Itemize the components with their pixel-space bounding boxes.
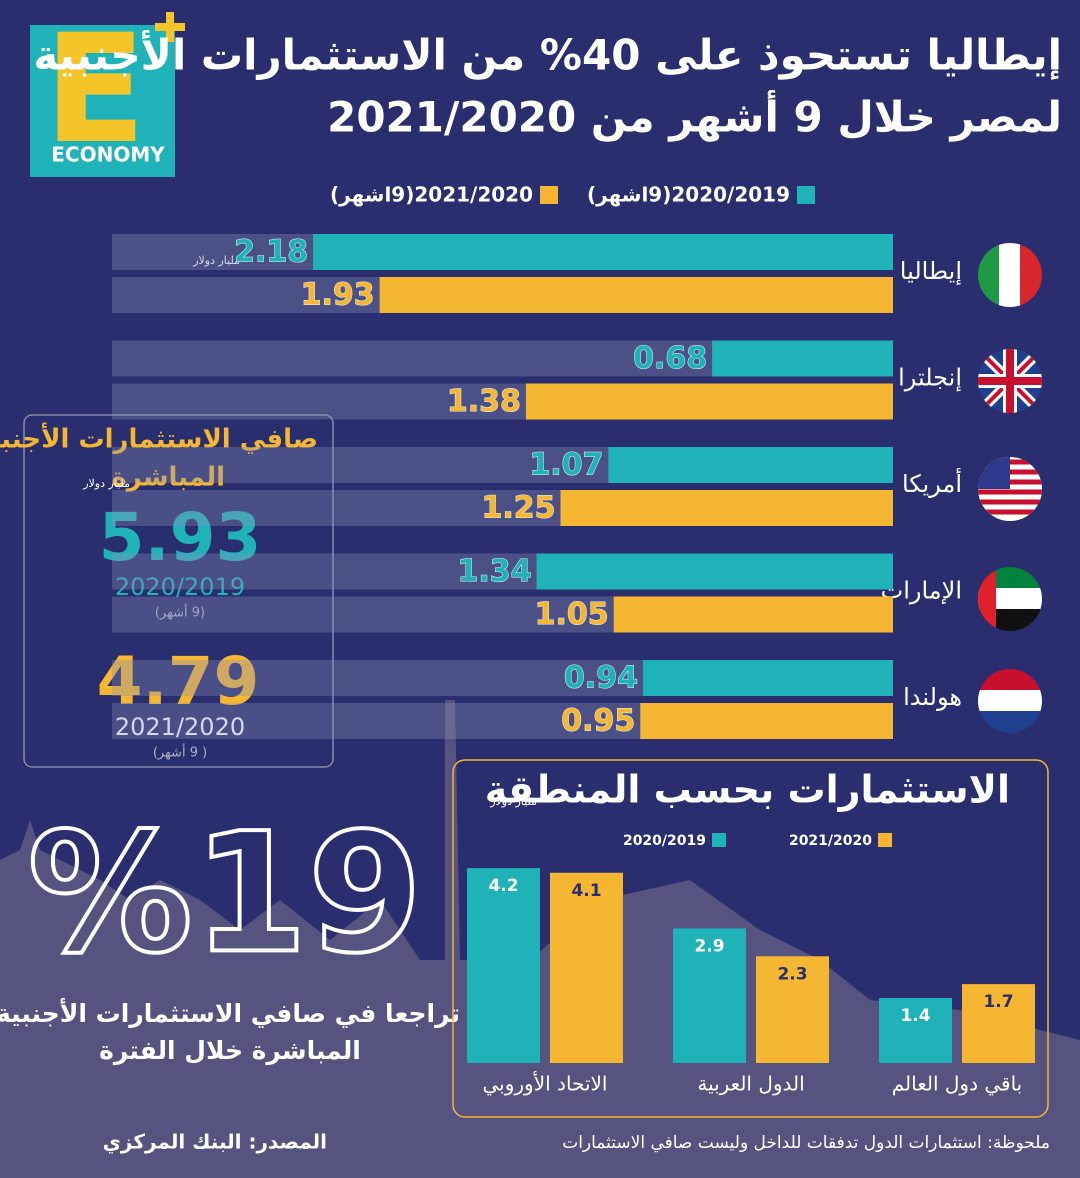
- flag-netherlands: [978, 669, 1042, 733]
- logo-name: ECONOMY: [51, 143, 165, 167]
- flags: [978, 243, 1042, 733]
- summary-box: [23, 414, 334, 768]
- bar: [467, 868, 540, 1063]
- flag-uae: [978, 567, 1042, 631]
- title: لمصر خلال 9 أشهر من 2021/2020: [327, 90, 1062, 143]
- category-label: باقي دول العالم: [892, 1072, 1023, 1097]
- value-label: 1.7: [983, 992, 1013, 1012]
- bar: [608, 447, 893, 483]
- summary-note: (9 أشهر): [155, 604, 205, 621]
- logo-box: [30, 25, 175, 177]
- value-label: 1.05: [535, 597, 609, 632]
- value-label: 1.4: [900, 1006, 930, 1026]
- value-label: 2.18: [234, 235, 308, 270]
- legend-swatch: [540, 186, 558, 204]
- flag-italy: [978, 243, 1042, 307]
- source: المصدر: البنك المركزي: [103, 1130, 327, 1155]
- bar: [879, 998, 952, 1063]
- value-label: 1.93: [301, 278, 375, 313]
- logo: E ECONOMY: [30, 3, 185, 177]
- flag-usa: [978, 457, 1042, 521]
- bar: [712, 340, 893, 377]
- bar: [673, 928, 746, 1063]
- bar: [550, 872, 623, 1063]
- value-label: 0.94: [564, 661, 638, 696]
- value-label: 1.34: [458, 554, 532, 589]
- value-label: 0.95: [561, 704, 635, 739]
- bar: [756, 956, 829, 1063]
- value-label: 1.25: [481, 491, 555, 526]
- value-label: 4.2: [488, 876, 518, 896]
- category-label: الإمارات: [881, 577, 962, 605]
- summary-period: 2020/2019: [115, 573, 245, 601]
- legend-label: 2020/2019: [623, 833, 706, 849]
- decline-text: تراجعا في صافي الاستثمارات الأجنبية: [0, 998, 460, 1029]
- bar: [379, 277, 893, 313]
- legend-label: 2021/2020(9اشهر): [330, 183, 533, 207]
- legend-swatch: [712, 833, 726, 847]
- region-title: الاستثمارات بحسب المنطقة: [485, 768, 1010, 812]
- summary-value: 4.79: [97, 643, 260, 720]
- bar: [642, 660, 893, 696]
- value-label: 0.68: [633, 341, 707, 376]
- region-panel: [452, 759, 1049, 1118]
- logo-letter: E: [44, 3, 146, 177]
- bar: [640, 703, 893, 739]
- decline-figure: %19: [28, 797, 423, 989]
- flag-uk: [978, 349, 1042, 413]
- summary-unit: مليار دولار: [82, 477, 130, 490]
- value-label: 1.07: [529, 448, 603, 483]
- category-label: أمريكا: [902, 468, 962, 498]
- summary-title: المباشرة: [111, 463, 225, 493]
- legend-swatch: [878, 833, 892, 847]
- bar: [525, 383, 893, 420]
- summary-period: 2021/2020: [115, 713, 245, 741]
- region-unit: مليار دولار: [489, 795, 537, 808]
- bar: [313, 234, 893, 270]
- category-label: الدول العربية: [697, 1072, 804, 1096]
- legend-label: 2020/2019(9اشهر): [587, 183, 790, 207]
- bar: [613, 596, 893, 633]
- bar: [560, 490, 893, 526]
- legend-label: 2021/2020: [789, 833, 872, 849]
- footnote: ملحوظة: استثمارات الدول تدفقات للداخل ول…: [562, 1133, 1050, 1153]
- value-label: 2.3: [777, 964, 807, 984]
- category-label: هولندا: [903, 683, 962, 711]
- value-label: 1.38: [447, 384, 521, 419]
- logo-plus: [155, 23, 185, 31]
- value-label: 4.1: [571, 881, 601, 901]
- summary-title: صافي الاستثمارات الأجنبية: [0, 423, 318, 455]
- summary-value: 5.93: [99, 499, 262, 576]
- summary-note: ( 9 أشهر): [153, 744, 207, 761]
- bar: [962, 984, 1035, 1063]
- category-label: إنجلترا: [898, 364, 962, 393]
- title: إيطاليا تستحوذ على 40% من الاستثمارات ال…: [33, 30, 1062, 81]
- decline-text: المباشرة خلال الفترة: [99, 1036, 361, 1066]
- legend-swatch: [797, 186, 815, 204]
- category-label: الاتحاد الأوروبي: [483, 1072, 608, 1097]
- bar: [536, 553, 893, 590]
- value-label: 2.9: [694, 936, 724, 956]
- unit-label: مليار دولار: [192, 254, 240, 267]
- category-label: إيطاليا: [900, 257, 962, 286]
